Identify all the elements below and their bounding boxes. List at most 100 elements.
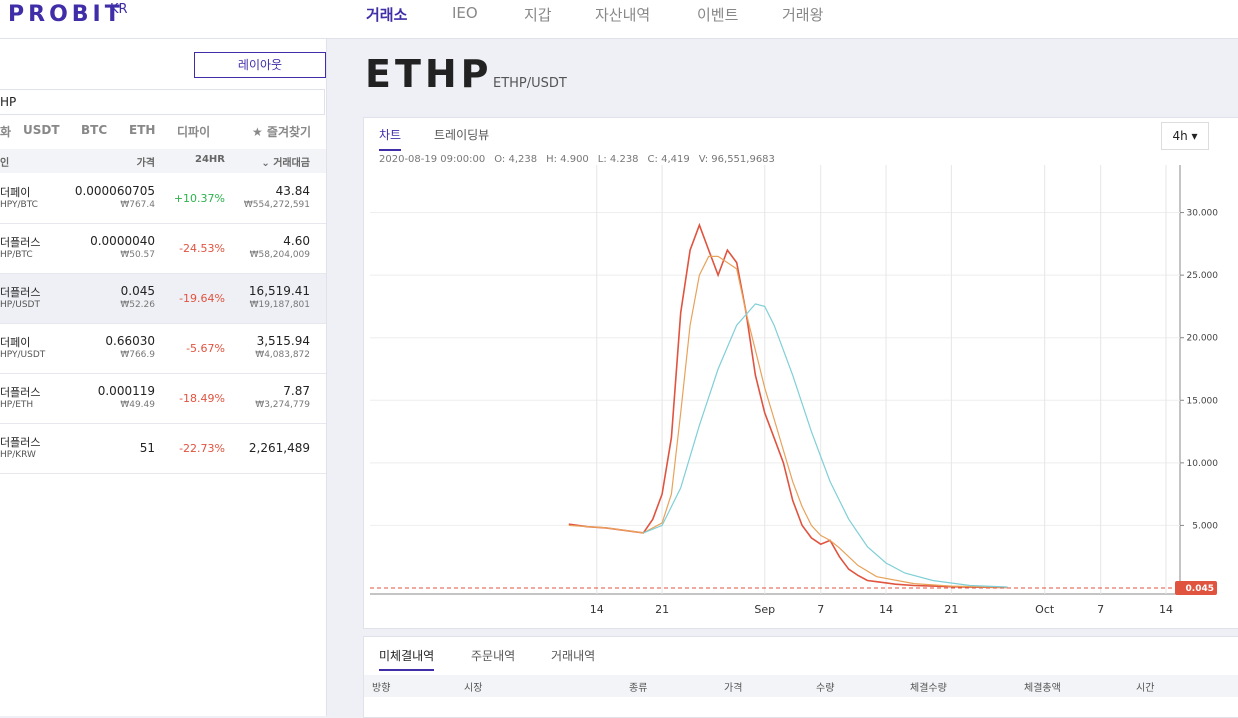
orders-header: 방향 시장 종류 가격 수량 체결수량 체결총액 시간 — [364, 675, 1238, 697]
change: -5.67% — [186, 342, 225, 355]
market-tab[interactable]: ★ 즐겨찾기 — [252, 125, 312, 139]
nav-item[interactable]: 자산내역 — [595, 6, 651, 24]
nav-item[interactable]: 지갑 — [524, 6, 552, 24]
layout-button[interactable]: 레이아웃 — [194, 52, 326, 78]
price-line — [643, 303, 1008, 588]
market-row[interactable]: 더페이 HPY/USDT 0.66030 ₩766.9 -5.67% 3,515.94 ₩4… — [0, 324, 326, 374]
volume-krw: ₩4,083,872 — [255, 350, 310, 360]
orders-tab[interactable]: 미체결내역 — [379, 647, 435, 671]
market-row[interactable]: 더플러스 HP/KRW 51 -22.73% 2,261,489 — [0, 424, 326, 474]
price-krw: ₩767.4 — [120, 200, 155, 210]
orders-tab[interactable]: 거래내역 — [551, 649, 596, 663]
x-tick-label: Oct — [1035, 603, 1055, 616]
ohlc-item: H: 4.900 — [546, 154, 589, 165]
chart-tab[interactable]: 차트 — [379, 126, 402, 151]
ohlc-item: V: 96,551,9683 — [698, 154, 775, 165]
column-label: 인 — [0, 158, 10, 169]
x-tick-label: 7 — [817, 603, 824, 616]
orders-tab[interactable]: 주문내역 — [471, 649, 516, 663]
orders-column: 체결총액 — [1024, 683, 1061, 694]
nav-item[interactable]: 거래왕 — [782, 6, 824, 24]
orders-column: 종류 — [629, 683, 648, 694]
symbol: ETHP — [365, 52, 493, 96]
price: 0.66030 — [105, 334, 155, 348]
market-row[interactable]: 더플러스 HP/BTC 0.0000040 ₩50.57 -24.53% 4.60 ₩58,… — [0, 224, 326, 274]
volume-krw: ₩19,187,801 — [249, 300, 310, 310]
price-line — [568, 255, 1008, 588]
market-row[interactable]: 더플러스 HP/ETH 0.000119 ₩49.49 -18.49% 7.87 ₩3,27… — [0, 374, 326, 424]
price-chart: 5.000 10.000 15.000 20.000 25.000 30.000 14 21 S… — [370, 165, 1219, 616]
price: 51 — [139, 441, 155, 455]
x-tick-label: 7 — [1097, 603, 1104, 616]
price: 0.045 — [120, 284, 155, 298]
y-tick-label: 5.000 — [1192, 521, 1218, 531]
price-krw: ₩49.49 — [120, 400, 155, 410]
market-tab[interactable]: BTC — [81, 123, 108, 137]
volume: 4.60 — [283, 234, 310, 248]
coin-pair: HP/KRW — [0, 450, 36, 460]
volume-krw: ₩58,204,009 — [249, 250, 310, 260]
y-tick-label: 15.000 — [1187, 396, 1219, 406]
volume: 16,519.41 — [248, 284, 310, 298]
price-krw: ₩766.9 — [120, 350, 155, 360]
volume: 7.87 — [283, 384, 310, 398]
x-tick-label: 14 — [1159, 603, 1173, 616]
ohlc-item: C: 4,419 — [647, 154, 690, 165]
volume-krw: ₩3,274,779 — [255, 400, 310, 410]
coin-name: 더페이 — [0, 186, 31, 199]
market-row[interactable]: 더플러스 HP/USDT 0.045 ₩52.26 -19.64% 16,519.41 ₩1… — [0, 274, 326, 324]
coin-name: 더플러스 — [0, 386, 41, 399]
chart-card: 차트 트레이딩뷰 4h ▾ 2020-08-19 09:00:00 O: 4,238… — [363, 117, 1238, 629]
chart-tab[interactable]: 트레이딩뷰 — [434, 128, 490, 142]
price: 0.0000040 — [90, 234, 155, 248]
coin-pair: HP/ETH — [0, 400, 34, 410]
nav-item[interactable]: IEO — [452, 4, 478, 22]
sidebar: 레이아웃 HP 인 가격 24HR ⌄ 거래대금 더페이 HPY/BTC 0.000060… — [0, 39, 327, 716]
orders-column: 방향 — [372, 683, 391, 694]
coin-name: 더플러스 — [0, 436, 41, 449]
search-box[interactable]: HP — [0, 89, 325, 115]
volume-krw: ₩554,272,591 — [243, 200, 310, 210]
column-label: ⌄ 거래대금 — [261, 158, 310, 169]
logo[interactable]: PROBIT — [8, 2, 124, 27]
market-row[interactable]: 더페이 HPY/BTC 0.000060705 ₩767.4 +10.37% 43.84 ₩… — [0, 174, 326, 224]
volume: 2,261,489 — [248, 441, 310, 455]
price: 0.000119 — [97, 384, 155, 398]
change: -19.64% — [179, 292, 225, 305]
column-label: 24HR — [195, 154, 225, 165]
nav-item[interactable]: 이벤트 — [697, 6, 739, 24]
market-tab[interactable]: USDT — [23, 123, 60, 137]
coin-pair: HPY/BTC — [0, 200, 38, 210]
coin-name: 더플러스 — [0, 286, 41, 299]
volume: 3,515.94 — [256, 334, 310, 348]
price-krw: ₩50.57 — [120, 250, 155, 260]
x-tick-label: 21 — [944, 603, 958, 616]
orders-column: 수량 — [816, 683, 835, 694]
last-price-tag — [1175, 581, 1217, 595]
column-header: 인 가격 24HR ⌄ 거래대금 — [0, 149, 326, 173]
change: -22.73% — [179, 442, 225, 455]
orders-column: 시장 — [464, 683, 483, 694]
price: 0.000060705 — [74, 184, 155, 198]
interval-select[interactable]: 4h ▾ — [1161, 122, 1209, 150]
price-krw: ₩52.26 — [120, 300, 155, 310]
nav-item[interactable]: 거래소 — [366, 6, 408, 24]
x-tick-label: 21 — [655, 603, 669, 616]
change: -24.53% — [179, 242, 225, 255]
ohlc-info: 2020-08-19 09:00:00 O: 4,238 H: 4.900 L: 4.… — [379, 154, 784, 165]
ohlc-item: O: 4,238 — [494, 154, 538, 165]
y-tick-label: 25.000 — [1187, 271, 1219, 281]
market-tab[interactable]: 화 — [0, 125, 12, 139]
ohlc-item: 2020-08-19 09:00:00 — [379, 154, 486, 165]
coin-pair: HP/BTC — [0, 250, 33, 260]
top-bar: PROBIT KR 거래소 IEO 지갑 자산내역 이벤트 거래왕 — [0, 0, 1238, 39]
coin-pair: HPY/USDT — [0, 350, 46, 360]
orders-column: 가격 — [724, 683, 743, 694]
market-tab[interactable]: 디파이 — [177, 125, 211, 139]
ohlc-item: L: 4.238 — [597, 154, 639, 165]
x-tick-label: 14 — [879, 603, 893, 616]
market-tab[interactable]: ETH — [129, 123, 156, 137]
y-tick-label: 20.000 — [1187, 334, 1219, 344]
y-tick-label: 10.000 — [1187, 459, 1219, 469]
